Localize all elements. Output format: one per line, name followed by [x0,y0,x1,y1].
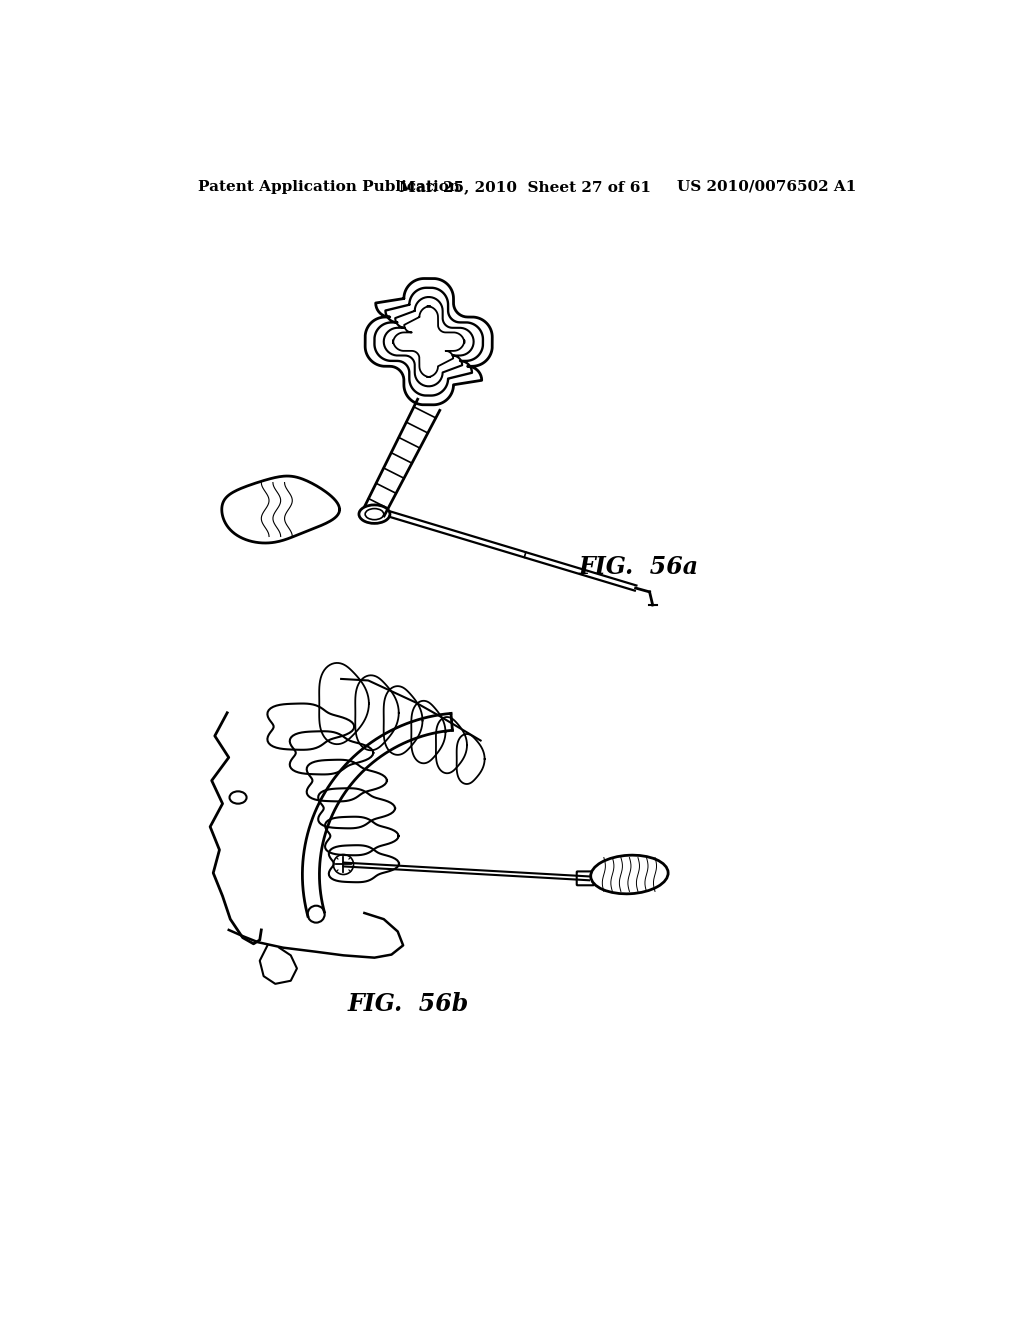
Text: FIG.  56b: FIG. 56b [348,991,469,1016]
Text: Patent Application Publication: Patent Application Publication [198,180,460,194]
Text: US 2010/0076502 A1: US 2010/0076502 A1 [677,180,856,194]
Text: FIG.  56a: FIG. 56a [579,554,699,578]
Ellipse shape [359,506,390,524]
Text: Mar. 25, 2010  Sheet 27 of 61: Mar. 25, 2010 Sheet 27 of 61 [398,180,651,194]
Ellipse shape [591,855,668,894]
Circle shape [307,906,325,923]
FancyBboxPatch shape [577,871,594,886]
Ellipse shape [229,792,247,804]
